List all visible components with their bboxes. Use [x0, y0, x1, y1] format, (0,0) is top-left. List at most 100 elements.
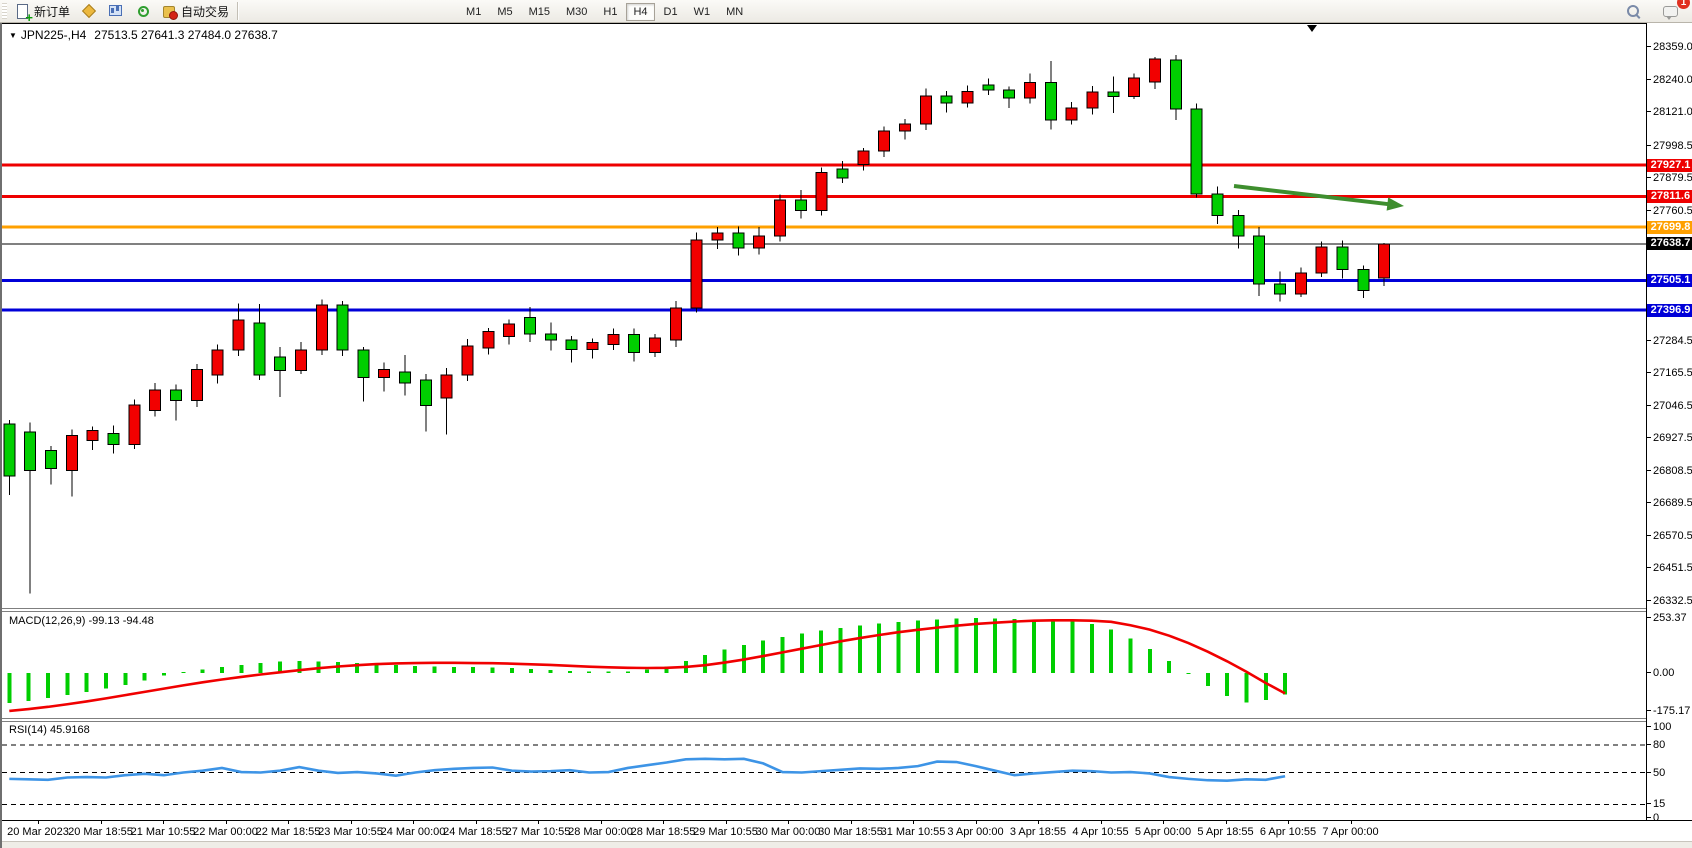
time-label: 23 Mar 10:55 — [318, 826, 383, 838]
candle — [169, 389, 182, 402]
candle — [607, 333, 620, 346]
candle — [1211, 193, 1224, 217]
time-axis[interactable]: 20 Mar 2023 20 Mar 18:55 21 Mar 10:55 22 Ma… — [2, 820, 1692, 841]
macd-plot[interactable] — [2, 612, 1646, 718]
candle — [44, 449, 57, 469]
candle — [940, 95, 953, 104]
macd-bar — [1109, 629, 1114, 673]
timeframe-m5[interactable]: M5 — [497, 6, 513, 18]
toolbar-grip[interactable] — [2, 3, 7, 19]
candle — [315, 304, 328, 351]
search-button[interactable] — [1620, 1, 1647, 22]
market-watch-button[interactable] — [75, 0, 102, 21]
rsi-plot[interactable] — [2, 721, 1646, 820]
candle — [982, 84, 995, 91]
candle — [1315, 246, 1328, 274]
rsi-line — [9, 757, 1286, 782]
search-icon — [1625, 3, 1642, 20]
candle — [1273, 283, 1286, 295]
timeframe-h1[interactable]: H1 — [603, 6, 618, 18]
macd-bar — [993, 618, 998, 673]
chart-shift-marker[interactable] — [1307, 25, 1317, 32]
timeframe-m30[interactable]: M30 — [566, 6, 588, 18]
new-order-button[interactable]: 新订单 — [9, 1, 75, 25]
price-tick-label: 28240.0 — [1647, 74, 1692, 86]
macd-bar — [1205, 673, 1210, 687]
macd-bar — [973, 618, 978, 673]
time-tick — [600, 821, 602, 824]
panel-separator[interactable] — [2, 718, 1646, 722]
macd-bar — [1283, 673, 1288, 695]
timeframe-h4[interactable]: H4 — [626, 3, 655, 21]
candle — [1190, 108, 1203, 195]
price-level-badge: 27811.6 — [1647, 190, 1692, 204]
macd-bar — [258, 663, 263, 673]
autotrading-label: 自动交易 — [181, 4, 230, 19]
macd-bar — [838, 628, 843, 673]
price-axis[interactable]: 28359.0 28240.0 28121.0 27998.5 27879.5 27760… — [1646, 23, 1692, 824]
macd-bar — [664, 666, 669, 673]
candle — [1128, 77, 1141, 97]
candle — [565, 339, 578, 351]
time-tick — [475, 821, 477, 824]
candle — [1044, 81, 1057, 121]
time-label: 4 Apr 10:55 — [1072, 826, 1129, 838]
candlestick-plot[interactable] — [2, 23, 1646, 608]
time-tick — [1038, 821, 1039, 824]
macd-bar — [567, 670, 572, 673]
autotrading-button[interactable]: 自动交易 — [156, 1, 234, 22]
time-label: 22 Mar 18:55 — [255, 826, 321, 838]
candle — [378, 368, 391, 379]
panel-separator[interactable] — [2, 608, 1646, 612]
price-level-badge: 27699.8 — [1647, 220, 1692, 234]
chart-window-button[interactable] — [102, 0, 129, 21]
time-tick — [413, 821, 414, 824]
macd-bar — [1244, 673, 1249, 703]
trend-arrow-annotation[interactable] — [1233, 184, 1404, 211]
auto-scroll-button[interactable] — [234, 0, 261, 1]
candle — [128, 404, 141, 445]
macd-bar — [954, 618, 959, 673]
chart-dropdown-icon[interactable]: ▼ — [9, 31, 17, 40]
price-level-badge: 27927.1 — [1647, 158, 1692, 172]
chart-shift-button[interactable] — [261, 0, 288, 1]
macd-bar — [548, 669, 553, 673]
market-watch-icon — [80, 2, 97, 19]
price-level-badge: 27638.7 — [1647, 237, 1692, 251]
timeframe-m15[interactable]: M15 — [528, 6, 551, 18]
rsi-indicator-label: RSI(14) 45.9168 — [9, 724, 90, 736]
timeframe-m1[interactable]: M1 — [466, 6, 482, 18]
time-label: 30 Mar 00:00 — [755, 826, 821, 838]
time-label: 20 Mar 2023 — [7, 826, 69, 838]
macd-bar — [896, 622, 901, 673]
candle — [503, 323, 516, 337]
time-tick — [350, 821, 352, 824]
price-tick-label: 27998.5 — [1647, 140, 1692, 152]
time-label: 28 Mar 18:55 — [630, 826, 696, 838]
chart-area[interactable]: ▼ JPN225-,H4 27513.5 27641.3 27484.0 27638… — [0, 23, 1692, 848]
timeframe-mn[interactable]: MN — [726, 6, 744, 18]
macd-bar — [239, 664, 244, 673]
candle — [294, 349, 307, 372]
macd-bar — [1225, 673, 1230, 696]
signals-button[interactable] — [129, 0, 156, 21]
price-tick-label: 27165.5 — [1647, 367, 1692, 379]
time-label: 5 Apr 00:00 — [1134, 826, 1192, 838]
time-tick — [1225, 821, 1227, 824]
candle — [65, 434, 78, 471]
candle — [774, 199, 787, 237]
time-tick — [1350, 821, 1352, 824]
macd-bar — [1186, 673, 1191, 675]
autotrading-icon — [161, 3, 179, 20]
macd-bar — [606, 671, 611, 673]
time-tick — [1288, 821, 1289, 824]
timeframe-d1[interactable]: D1 — [663, 6, 678, 18]
notifications-button[interactable]: 1 — [1657, 0, 1690, 22]
price-tick-label: 0 — [1647, 812, 1659, 824]
macd-bar — [1089, 624, 1094, 673]
timeframe-w1[interactable]: W1 — [693, 6, 711, 18]
candle — [628, 333, 641, 353]
candle — [1107, 91, 1120, 97]
candle — [898, 123, 911, 132]
macd-indicator-label: MACD(12,26,9) -99.13 -94.48 — [9, 615, 154, 627]
